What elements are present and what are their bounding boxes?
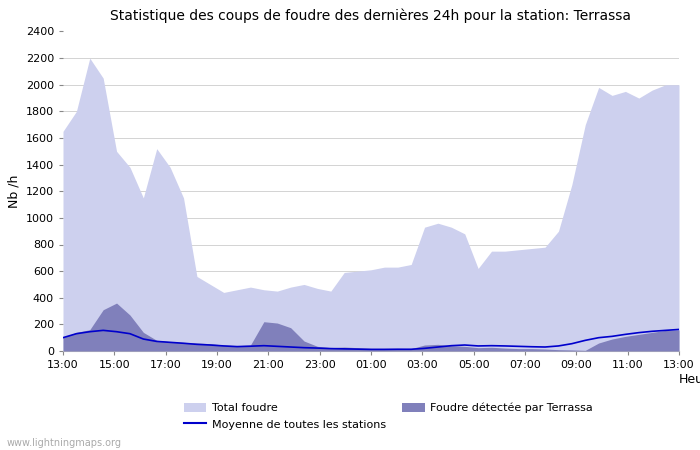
Text: www.lightningmaps.org: www.lightningmaps.org xyxy=(7,438,122,448)
Legend: Total foudre, Moyenne de toutes les stations, Foudre détectée par Terrassa: Total foudre, Moyenne de toutes les stat… xyxy=(179,398,597,434)
Title: Statistique des coups de foudre des dernières 24h pour la station: Terrassa: Statistique des coups de foudre des dern… xyxy=(111,9,631,23)
Text: Heure: Heure xyxy=(679,374,700,387)
Y-axis label: Nb /h: Nb /h xyxy=(7,175,20,208)
